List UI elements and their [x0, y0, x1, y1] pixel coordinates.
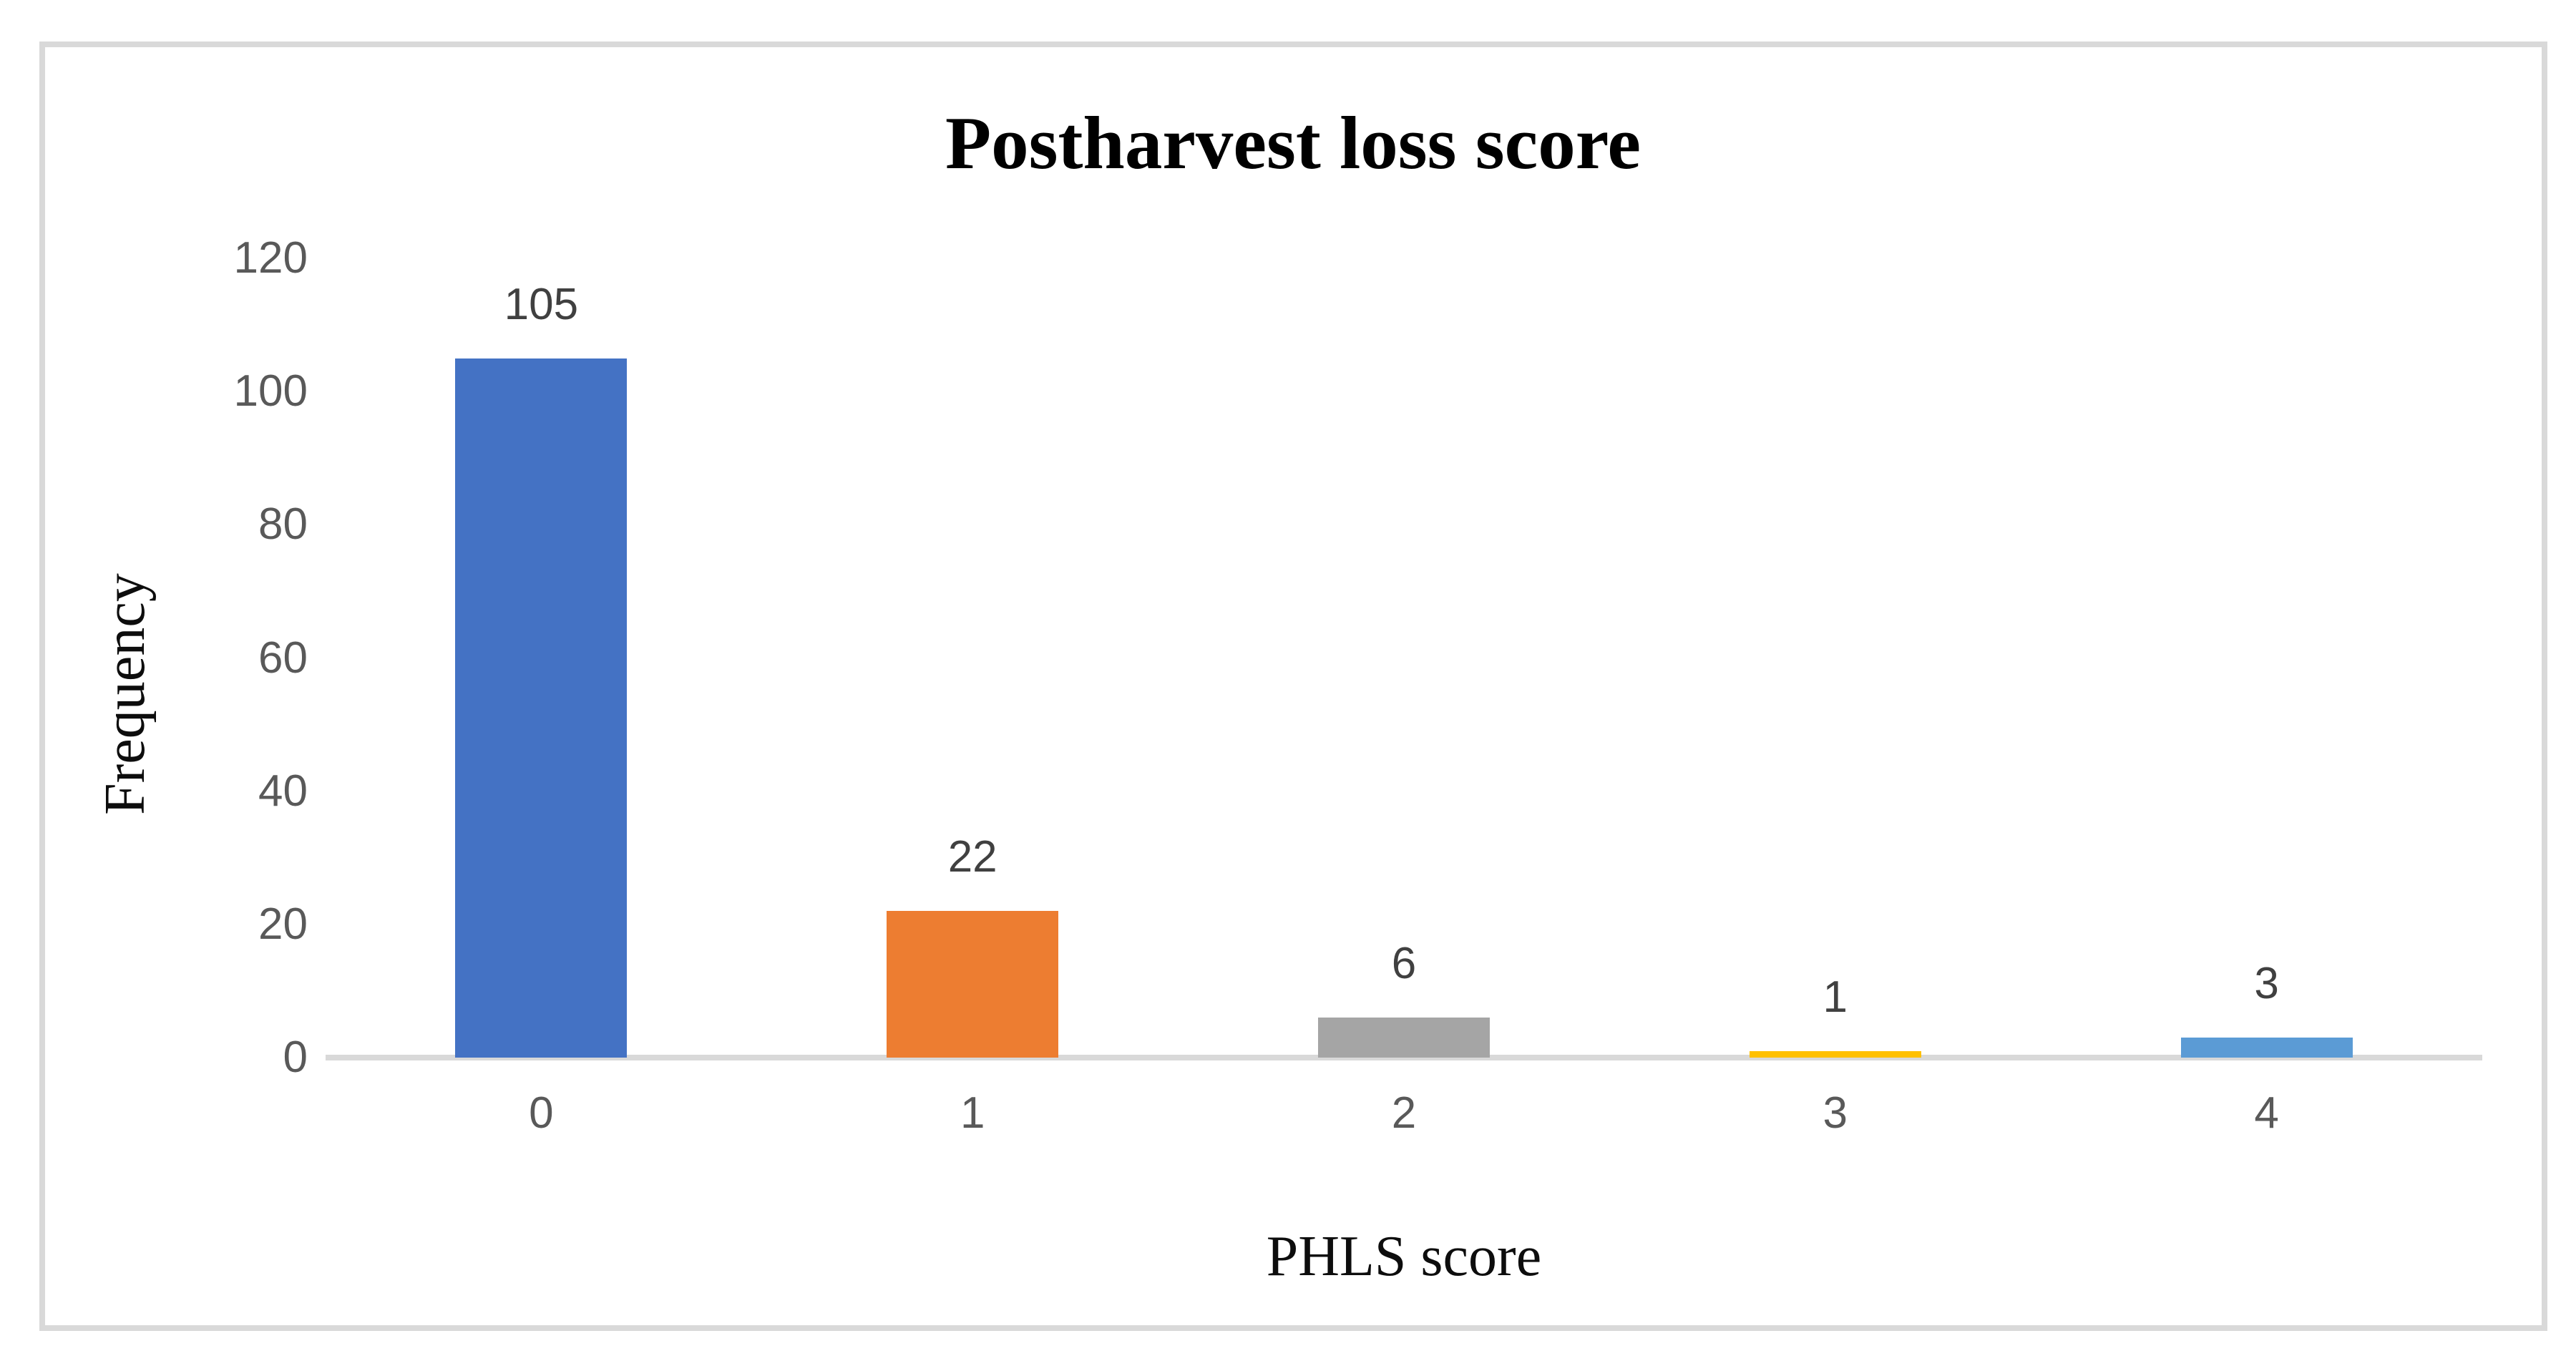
data-label-1: 22 [947, 832, 997, 882]
x-tick-label-0: 0 [529, 1088, 554, 1138]
y-tick-label-100: 100 [233, 366, 308, 416]
x-tick-label-3: 3 [1823, 1088, 1848, 1138]
bar-phls-0 [455, 358, 628, 1058]
data-label-3: 1 [1823, 972, 1848, 1022]
data-label-4: 3 [2254, 959, 2279, 1008]
bar-phls-1 [887, 911, 1059, 1058]
bar-phls-4 [2180, 1038, 2353, 1058]
chart-title: Postharvest loss score [945, 101, 1641, 185]
x-axis-title: PHLS score [1266, 1225, 1542, 1288]
bar-phls-2 [1318, 1018, 1490, 1058]
x-tick-label-4: 4 [2254, 1088, 2279, 1138]
y-tick-label-0: 0 [283, 1033, 308, 1082]
y-tick-label-40: 40 [258, 766, 308, 816]
bar-phls-3 [1749, 1051, 1921, 1058]
x-tick-label-2: 2 [1391, 1088, 1417, 1138]
x-tick-label-1: 1 [960, 1088, 985, 1138]
y-tick-label-60: 60 [258, 633, 308, 683]
y-tick-label-120: 120 [233, 233, 308, 283]
data-label-2: 6 [1391, 939, 1417, 988]
y-tick-label-80: 80 [258, 499, 308, 550]
x-axis-line [326, 1055, 2482, 1060]
y-tick-label-20: 20 [258, 899, 308, 949]
data-label-0: 105 [504, 280, 579, 329]
